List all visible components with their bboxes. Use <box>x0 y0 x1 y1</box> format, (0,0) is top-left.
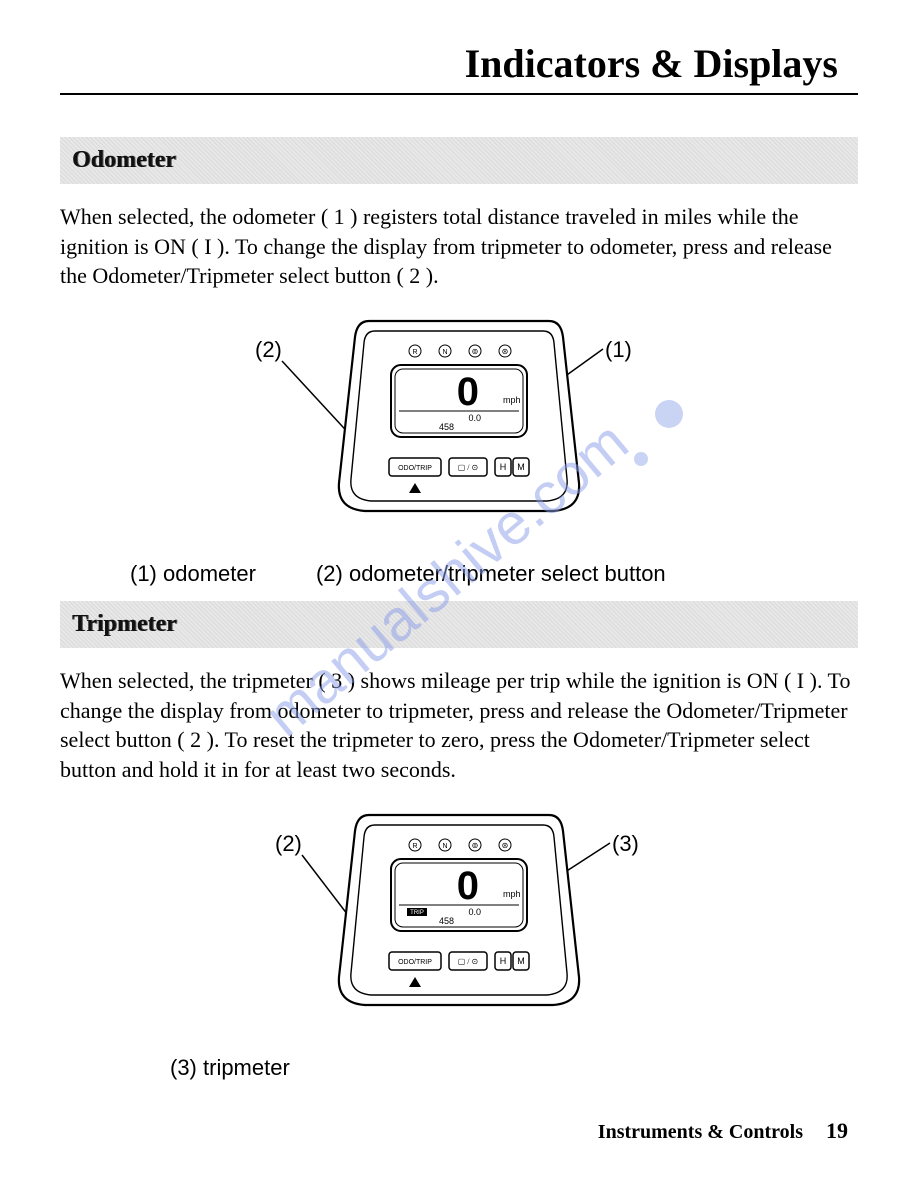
gauge-trip-small: 0.0 <box>468 413 481 423</box>
section-heading-tripmeter: Tripmeter <box>72 611 177 637</box>
legend-row-odometer: (1) odometer (2) odometer/tripmeter sele… <box>130 561 858 587</box>
tripmeter-text: When selected, the tripmeter ( 3 ) shows… <box>60 666 858 785</box>
gauge-unit: mph <box>503 395 521 405</box>
callout-1-odometer: (1) <box>605 337 632 363</box>
callout-2-odometer: (2) <box>255 337 282 363</box>
legend-2: (2) odometer/tripmeter select button <box>316 561 666 587</box>
odometer-text: When selected, the odometer ( 1 ) regist… <box>60 202 858 291</box>
svg-text:ODO/TRIP: ODO/TRIP <box>398 959 432 966</box>
page-footer: Instruments & Controls 19 <box>598 1118 848 1144</box>
callout-2-tripmeter: (2) <box>275 831 302 857</box>
gauge-tripmeter: 0 mph TRIP 0.0 458 R N ⊚ ⊛ ODO/TRIP ▢ / … <box>329 807 589 1017</box>
title-rule <box>60 93 858 95</box>
btn-h: H <box>500 462 507 472</box>
svg-text:TRIP: TRIP <box>410 910 424 916</box>
page-title: Indicators & Displays <box>60 40 858 87</box>
section-heading-odometer: Odometer <box>72 147 176 173</box>
footer-label: Instruments & Controls <box>598 1121 803 1143</box>
gauge-digit: 0 <box>457 370 479 414</box>
svg-text:⊚: ⊚ <box>472 347 479 356</box>
svg-text:R: R <box>412 843 417 850</box>
svg-text:R: R <box>412 349 417 356</box>
svg-text:⊛: ⊛ <box>502 347 509 356</box>
svg-text:N: N <box>442 349 447 356</box>
section-bar-tripmeter: Tripmeter <box>60 601 858 648</box>
figure-tripmeter: (2) (3) 0 mph TRIP 0.0 458 R N ⊚ <box>60 807 858 1037</box>
svg-text:mph: mph <box>503 889 521 899</box>
legend-3: (3) tripmeter <box>170 1055 858 1081</box>
figure-odometer: (2) (1) 0 mph 0.0 458 R <box>60 313 858 543</box>
svg-text:0.0: 0.0 <box>468 907 481 917</box>
svg-text:⊛: ⊛ <box>502 841 509 850</box>
svg-text:458: 458 <box>439 916 454 926</box>
btn-mid: ▢ / ⊙ <box>458 463 478 472</box>
callout-3-tripmeter: (3) <box>612 831 639 857</box>
svg-text:0: 0 <box>457 864 479 908</box>
gauge-odo: 458 <box>439 422 454 432</box>
btn-m: M <box>517 462 525 472</box>
svg-text:H: H <box>500 956 507 966</box>
btn-odo-trip: ODO/TRIP <box>398 465 432 472</box>
svg-text:⊚: ⊚ <box>472 841 479 850</box>
svg-text:▢ / ⊙: ▢ / ⊙ <box>458 957 478 966</box>
svg-text:N: N <box>442 843 447 850</box>
gauge-odometer: 0 mph 0.0 458 R N ⊚ ⊛ ODO/TRIP ▢ / ⊙ H M <box>329 313 589 523</box>
svg-text:M: M <box>517 956 525 966</box>
section-bar-odometer: Odometer <box>60 137 858 184</box>
footer-page-number: 19 <box>826 1118 848 1143</box>
legend-1: (1) odometer <box>130 561 256 587</box>
